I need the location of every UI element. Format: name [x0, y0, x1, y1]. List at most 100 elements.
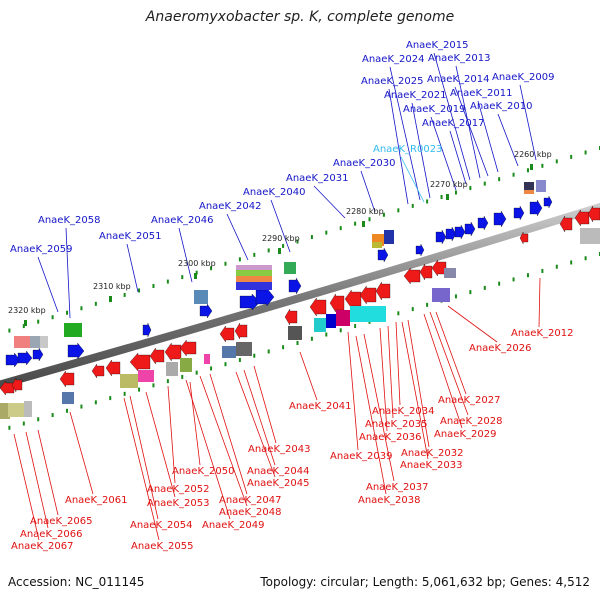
reverse-gene-label: AnaeK_2049 — [202, 520, 264, 531]
label-connector — [454, 86, 489, 177]
reverse-track-tick — [296, 341, 299, 345]
forward-gene-arrow — [445, 226, 457, 242]
reverse-gene-label: AnaeK_2036 — [359, 432, 421, 443]
label-connector — [299, 351, 318, 401]
forward-gene-label: AnaeK_2013 — [428, 53, 490, 64]
label-connector — [189, 381, 201, 466]
forward-track-tick — [498, 177, 501, 182]
forward-gene-arrow — [288, 277, 302, 295]
reverse-gene-label: AnaeK_2029 — [434, 429, 496, 440]
reverse-gene-label: AnaeK_2052 — [147, 484, 209, 495]
gene-block — [30, 336, 42, 348]
label-connector — [355, 335, 387, 495]
forward-gene-label: AnaeK_2058 — [38, 215, 100, 226]
gene-block — [236, 276, 272, 284]
label-connector — [199, 375, 248, 507]
reverse-gene-label: AnaeK_2050 — [172, 466, 234, 477]
label-connector — [13, 433, 40, 541]
forward-track-tick — [354, 221, 357, 226]
forward-track-tick — [37, 319, 40, 324]
label-connector — [407, 319, 430, 448]
forward-track-tick — [454, 190, 457, 195]
forward-track-tick — [66, 310, 69, 315]
forward-track-tick — [94, 301, 97, 306]
reverse-gene-label: AnaeK_2027 — [438, 395, 500, 406]
kbp-tick-label: 2270 kbp — [430, 180, 468, 189]
forward-track-tick — [238, 257, 241, 262]
reverse-gene-arrow — [519, 231, 529, 245]
forward-gene-arrow — [377, 247, 389, 263]
forward-gene-arrow — [199, 303, 213, 319]
label-connector — [430, 116, 457, 191]
kbp-tick-mark — [109, 296, 112, 302]
forward-gene-label: AnaeK_2014 — [427, 74, 489, 85]
gene-block — [350, 306, 386, 322]
reverse-track-tick — [426, 302, 429, 307]
reverse-gene-arrow — [359, 285, 377, 305]
reverse-track-tick — [555, 264, 558, 269]
gene-block — [180, 358, 192, 372]
label-connector — [235, 371, 276, 478]
forward-track-tick — [469, 186, 472, 191]
reverse-gene-label: AnaeK_2054 — [130, 520, 192, 531]
reverse-track-tick — [498, 281, 501, 286]
label-connector — [395, 321, 401, 406]
label-connector — [25, 431, 49, 529]
reverse-gene-arrow — [309, 297, 327, 317]
reverse-gene-label: AnaeK_2065 — [30, 516, 92, 527]
label-connector — [435, 311, 467, 395]
forward-gene-arrow — [529, 199, 543, 217]
reverse-track-tick — [469, 290, 472, 295]
gene-block — [138, 370, 154, 382]
reverse-track-tick — [310, 336, 313, 341]
gene-block — [524, 182, 534, 194]
forward-gene-arrow — [5, 352, 21, 368]
forward-gene-arrow — [415, 243, 425, 257]
reverse-gene-label: AnaeK_2032 — [401, 448, 463, 459]
forward-track-tick — [584, 150, 587, 155]
reverse-track-tick — [526, 273, 529, 278]
forward-track-tick — [397, 208, 400, 213]
reverse-track-tick — [166, 379, 169, 384]
forward-track-tick — [138, 288, 141, 293]
label-connector — [449, 130, 467, 185]
label-connector — [126, 243, 139, 293]
gene-block — [288, 326, 302, 340]
label-connector — [429, 311, 469, 416]
reverse-gene-label: AnaeK_2043 — [248, 444, 310, 455]
reverse-track-tick — [8, 425, 11, 430]
forward-track-tick — [181, 275, 184, 280]
reverse-gene-label: AnaeK_2048 — [219, 507, 281, 518]
forward-gene-label: AnaeK_2046 — [151, 215, 213, 226]
forward-track-tick — [51, 315, 54, 320]
forward-track-tick — [282, 243, 285, 248]
reverse-gene-label: AnaeK_2047 — [219, 495, 281, 506]
reverse-track-tick — [253, 353, 256, 358]
label-connector — [519, 84, 537, 161]
reverse-gene-label: AnaeK_2045 — [247, 478, 309, 489]
label-connector — [209, 373, 248, 495]
label-connector — [447, 305, 498, 343]
reverse-gene-arrow — [375, 281, 391, 301]
reverse-track-tick — [210, 366, 213, 371]
forward-gene-arrow — [67, 342, 85, 360]
reverse-gene-label: AnaeK_2033 — [400, 460, 462, 471]
label-connector — [347, 331, 359, 451]
gene-block — [236, 270, 272, 278]
forward-gene-arrow — [493, 210, 507, 228]
label-connector — [253, 365, 277, 444]
forward-track-tick — [512, 172, 515, 177]
reverse-track-tick — [80, 404, 83, 409]
kbp-tick-mark — [278, 248, 281, 254]
forward-track-tick — [382, 212, 385, 217]
reverse-gene-arrow — [11, 377, 23, 393]
forward-gene-label: AnaeK_2010 — [470, 101, 532, 112]
gene-block — [372, 242, 382, 248]
reverse-track-tick — [109, 396, 112, 401]
genome-backbone — [0, 202, 600, 389]
label-connector — [313, 185, 346, 219]
forward-gene-label: AnaeK_2019 — [403, 104, 465, 115]
gene-block — [432, 288, 450, 302]
